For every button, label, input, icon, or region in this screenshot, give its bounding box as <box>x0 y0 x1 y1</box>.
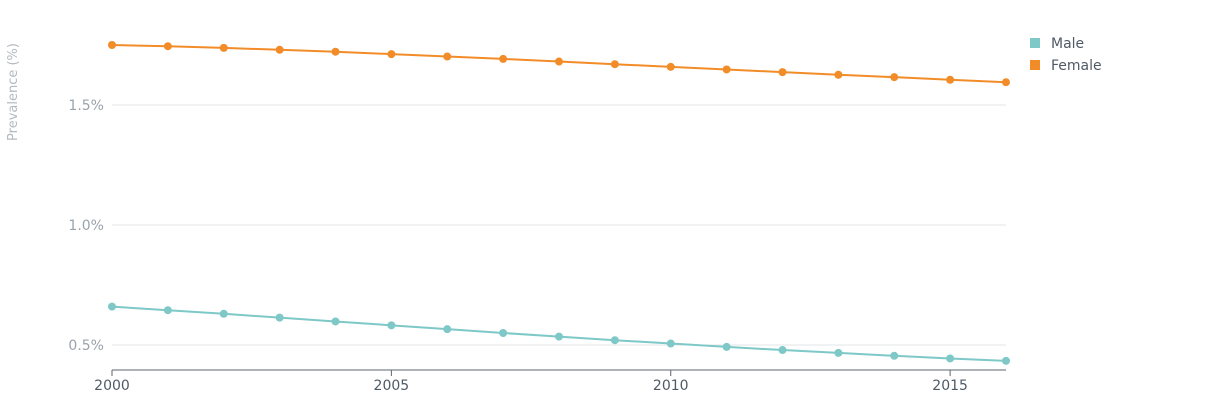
female-data-point[interactable] <box>443 52 452 61</box>
male-data-point[interactable] <box>1002 356 1010 365</box>
male-data-point[interactable] <box>610 336 619 345</box>
male-legend-swatch <box>1030 38 1040 48</box>
x-axis-ticks: 2000 2005 2010 2015 <box>94 370 968 394</box>
x-tick-label: 2000 <box>94 378 130 394</box>
legend[interactable]: Male Female <box>1030 36 1102 74</box>
male-data-point[interactable] <box>331 317 340 326</box>
female-data-point[interactable] <box>666 62 675 71</box>
female-data-point[interactable] <box>163 42 172 51</box>
male-data-point[interactable] <box>722 342 731 351</box>
y-axis-label: Prevalence (%) <box>6 43 21 141</box>
x-tick-label: 2010 <box>653 378 689 394</box>
female-data-point[interactable] <box>331 47 340 56</box>
x-tick-label: 2005 <box>374 378 410 394</box>
male-data-point[interactable] <box>443 325 452 334</box>
female-data-point[interactable] <box>1002 78 1010 87</box>
female-data-point[interactable] <box>610 60 619 69</box>
female-data-point[interactable] <box>722 65 731 74</box>
male-data-point[interactable] <box>946 354 955 363</box>
y-tick-label: 0.5% <box>68 338 104 354</box>
female-legend-label[interactable]: Female <box>1051 58 1102 74</box>
female-data-point[interactable] <box>778 68 787 77</box>
female-data-point[interactable] <box>946 75 955 84</box>
male-data-point[interactable] <box>219 309 228 318</box>
female-data-point[interactable] <box>499 54 508 63</box>
male-data-point[interactable] <box>778 346 787 355</box>
male-data-point[interactable] <box>555 332 563 341</box>
y-tick-label: 1.0% <box>68 218 104 234</box>
male-data-point[interactable] <box>108 302 116 311</box>
male-data-point[interactable] <box>163 306 172 315</box>
female-data-point[interactable] <box>387 50 396 59</box>
male-data-point[interactable] <box>275 313 284 322</box>
female-data-point[interactable] <box>890 73 899 82</box>
y-axis-ticks: 0.5% 1.0% 1.5% <box>68 98 104 354</box>
male-data-point[interactable] <box>387 321 396 330</box>
y-tick-label: 1.5% <box>68 98 104 114</box>
female-legend-swatch <box>1030 60 1040 70</box>
female-data-point[interactable] <box>108 41 116 49</box>
female-data-point[interactable] <box>834 70 843 79</box>
female-data-point[interactable] <box>555 57 563 66</box>
female-data-point[interactable] <box>219 43 228 52</box>
series-group <box>108 41 1010 365</box>
male-data-point[interactable] <box>666 339 675 348</box>
male-data-point[interactable] <box>890 351 899 360</box>
female-data-point[interactable] <box>275 45 284 54</box>
gridlines <box>112 104 1006 346</box>
x-tick-label: 2015 <box>932 378 968 394</box>
male-data-point[interactable] <box>834 348 843 357</box>
male-data-point[interactable] <box>499 329 508 337</box>
male-legend-label[interactable]: Male <box>1051 36 1084 52</box>
